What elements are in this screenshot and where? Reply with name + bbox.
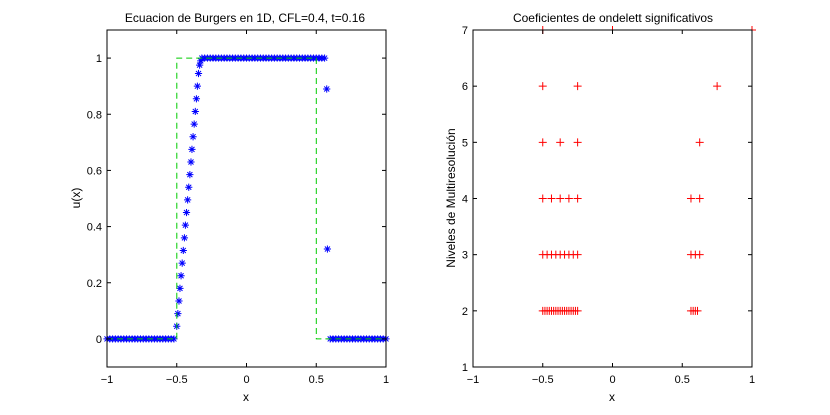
y-tick-label: 2 — [462, 306, 468, 318]
coefficient-marker — [538, 82, 547, 91]
y-tick-label: 1 — [462, 362, 468, 374]
reference-solution-line — [107, 57, 386, 340]
coefficient-marker — [695, 250, 704, 259]
coefficient-marker — [573, 306, 582, 315]
data-point-asterisk — [179, 246, 187, 255]
y-tick-label: 6 — [462, 81, 468, 93]
data-point-asterisk — [197, 57, 205, 65]
coefficient-marker — [538, 138, 547, 147]
data-point-asterisk — [185, 183, 193, 191]
coefficient-marker — [573, 250, 582, 259]
data-point-asterisk — [184, 196, 192, 204]
data-point-asterisk — [196, 61, 204, 69]
data-point-asterisk — [193, 82, 201, 90]
x-tick-label: 0.5 — [675, 374, 690, 386]
coefficient-marker — [573, 82, 582, 91]
x-axis-label: x — [609, 390, 615, 404]
data-point-asterisk — [189, 133, 197, 141]
burgers-marks — [103, 54, 390, 343]
coefficient-marker — [713, 82, 722, 91]
burgers-plot: Ecuacion de Burgers en 1D, CFL=0.4, t=0.… — [69, 11, 390, 404]
data-point-asterisk — [180, 234, 189, 242]
x-tick-label: 1 — [383, 374, 389, 386]
coefficient-marker — [556, 138, 565, 147]
data-point-asterisk — [181, 221, 189, 229]
y-tick-label: 0.8 — [87, 109, 102, 121]
data-point-asterisk — [170, 335, 178, 343]
axis-ticks: −1 −0.5 0 0.5 1 1 2 3 4 5 6 7 — [462, 25, 755, 386]
data-point-asterisk — [182, 208, 191, 217]
coefficient-marker — [547, 194, 556, 203]
data-point-asterisk — [321, 54, 329, 62]
y-tick-label: 0.4 — [87, 222, 102, 234]
x-tick-label: −1 — [101, 374, 114, 386]
x-tick-label: −1 — [467, 374, 480, 386]
data-point-asterisk — [323, 85, 331, 93]
y-axis-label: Niveles de Multiresolución — [444, 128, 458, 267]
data-point-asterisk — [188, 145, 196, 153]
data-point-asterisk — [177, 272, 185, 280]
y-tick-label: 5 — [462, 137, 468, 149]
coefficient-marker — [693, 306, 702, 315]
coefficient-marker — [573, 138, 582, 147]
y-tick-label: 0 — [96, 334, 102, 346]
coefficient-marker — [686, 194, 695, 203]
data-point-asterisk — [192, 95, 201, 103]
data-point-asterisk — [187, 158, 195, 166]
y-tick-label: 0.2 — [87, 278, 102, 290]
chart-title: Coeficientes de ondelett significativos — [513, 11, 713, 25]
data-point-asterisk — [191, 107, 199, 116]
coefficient-marker — [556, 194, 565, 203]
y-tick-label: 3 — [462, 250, 468, 262]
coefficient-marker — [695, 138, 704, 147]
data-point-asterisk — [176, 284, 184, 292]
y-tick-label: 4 — [462, 194, 468, 206]
data-point-asterisk — [174, 310, 182, 318]
x-tick-label: −0.5 — [166, 374, 188, 386]
coefficient-marker — [538, 194, 547, 203]
y-tick-label: 7 — [462, 25, 468, 37]
x-axis-label: x — [243, 390, 249, 404]
coefficient-marker — [695, 194, 704, 203]
x-tick-label: 0 — [243, 374, 249, 386]
y-tick-label: 0.6 — [87, 165, 102, 177]
x-tick-label: 1 — [749, 374, 755, 386]
x-tick-label: −0.5 — [532, 374, 554, 386]
coefficient-marker — [573, 194, 582, 203]
y-tick-label: 1 — [96, 53, 102, 65]
data-point-asterisk — [190, 120, 198, 128]
y-axis-label: u(x) — [69, 188, 83, 209]
data-point-asterisk — [323, 245, 332, 253]
coefficient-marker — [564, 194, 573, 203]
wavelet-plot: Coeficientes de ondelett significativos … — [444, 11, 756, 404]
x-tick-label: 0 — [609, 374, 615, 386]
data-point-asterisk — [175, 297, 183, 305]
chart-title: Ecuacion de Burgers en 1D, CFL=0.4, t=0.… — [125, 11, 365, 25]
axis-ticks: −1 −0.5 0 0.5 1 0 0.2 0.4 0.6 0.8 1 — [87, 30, 389, 386]
data-point-asterisk — [186, 171, 194, 179]
data-point-asterisk — [194, 69, 203, 78]
x-tick-label: 0.5 — [309, 374, 324, 386]
data-point-asterisk — [178, 259, 186, 267]
